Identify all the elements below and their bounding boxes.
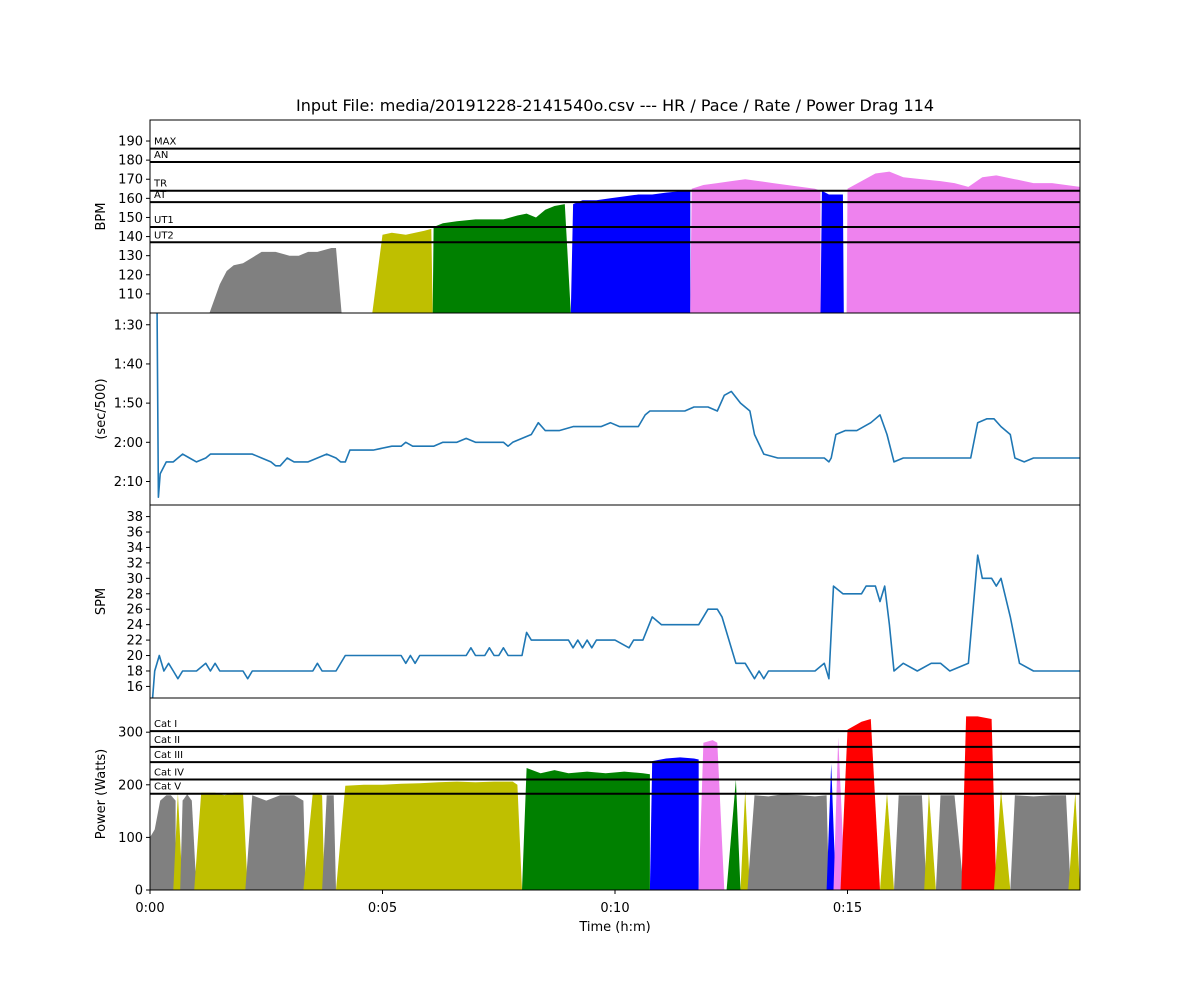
x-tick-label: 0:00 [135, 901, 164, 916]
panel-1: 1:30 1:40 1:50 2:00 2:10 (sec/500) [94, 312, 1081, 506]
reference-label: MAX [154, 137, 176, 148]
reference-label: AT [154, 190, 167, 201]
zone-area-0-0 [209, 248, 342, 313]
spm-series-line [151, 554, 1080, 698]
y-tick-label: 32 [126, 556, 143, 571]
zone-area-3-20 [935, 795, 964, 890]
y-axis-label: (sec/500) [94, 378, 109, 439]
x-tick-label: 0:15 [833, 901, 862, 916]
y-tick-label: 140 [118, 230, 143, 245]
y-tick-label: 26 [126, 603, 143, 618]
y-tick-label: 150 [118, 211, 143, 226]
reference-label: UT2 [154, 230, 174, 241]
y-tick-label: 100 [118, 831, 143, 846]
pace-series-line [156, 313, 1080, 499]
y-tick-label: 24 [126, 618, 143, 633]
y-tick-label: 300 [118, 726, 143, 741]
zone-area-3-6 [322, 795, 336, 890]
plot-area-3 [150, 716, 1080, 890]
zone-area-3-16 [840, 719, 880, 890]
zone-area-3-8 [522, 768, 650, 890]
x-tick-label: 0:05 [368, 901, 397, 916]
y-tick-label: 18 [126, 664, 143, 679]
zone-area-3-22 [994, 790, 1011, 890]
y-tick-label: 1:50 [114, 397, 143, 412]
panel-frame-1 [149, 312, 1081, 506]
x-tick-label: 0:10 [600, 901, 629, 916]
y-tick-label: 34 [126, 541, 143, 556]
zone-area-0-1 [372, 228, 433, 313]
zone-area-0-5 [820, 190, 844, 313]
y-tick-label: 20 [126, 649, 143, 664]
y-tick-label: 200 [118, 778, 143, 793]
y-tick-label: 38 [126, 510, 143, 525]
zone-area-3-18 [894, 795, 927, 890]
panel-frame-2 [149, 504, 1081, 699]
zone-area-3-17 [880, 792, 894, 890]
zone-area-3-3 [194, 792, 248, 890]
reference-label: UT1 [154, 215, 174, 226]
y-tick-label: 30 [126, 572, 143, 587]
reference-label: Cat III [154, 750, 183, 761]
zone-area-0-2 [432, 204, 571, 313]
reference-label: Cat II [154, 735, 180, 746]
y-tick-label: 28 [126, 587, 143, 602]
zone-area-3-23 [1010, 795, 1071, 890]
y-tick-label: 1:30 [114, 318, 143, 333]
zone-area-0-3 [570, 190, 691, 313]
plot-area-2 [151, 554, 1080, 698]
plot-area-1 [156, 313, 1080, 499]
reference-label: Cat I [154, 719, 177, 730]
zone-area-3-7 [336, 781, 522, 890]
zone-area-3-2 [180, 794, 197, 890]
y-axis-label: Power (Watts) [94, 749, 109, 840]
reference-label: Cat V [154, 782, 181, 793]
zone-area-0-4 [690, 179, 821, 313]
y-tick-label: 170 [118, 173, 143, 188]
zone-area-3-0 [150, 795, 176, 890]
y-tick-label: 120 [118, 268, 143, 283]
zone-area-3-4 [245, 795, 306, 890]
zone-area-3-10 [698, 740, 725, 890]
zone-area-3-14 [826, 763, 836, 890]
y-tick-label: 1:40 [114, 357, 143, 372]
zone-area-3-5 [303, 792, 325, 890]
zone-area-3-1 [173, 792, 183, 890]
chart-title: Input File: media/20191228-2141540o.csv … [296, 96, 934, 115]
panel-3: Cat I Cat II Cat III Cat IV Cat V 0 100 200 300 P… [94, 697, 1081, 935]
y-tick-label: 36 [126, 526, 143, 541]
y-tick-label: 2:10 [114, 475, 143, 490]
y-axis-label: BPM [94, 203, 109, 231]
y-tick-label: 110 [118, 287, 143, 302]
y-tick-label: 190 [118, 135, 143, 150]
reference-label: TR [153, 179, 167, 190]
y-tick-label: 180 [118, 154, 143, 169]
y-tick-label: 0 [135, 884, 143, 899]
y-tick-label: 16 [126, 680, 143, 695]
y-tick-label: 130 [118, 249, 143, 264]
zone-area-3-24 [1068, 792, 1080, 890]
y-axis-label: SPM [94, 588, 109, 615]
zone-area-3-9 [649, 757, 699, 890]
zone-area-3-21 [961, 716, 997, 890]
y-tick-label: 22 [126, 634, 143, 649]
reference-label: Cat IV [154, 768, 184, 779]
y-tick-label: 160 [118, 192, 143, 207]
y-tick-label: 2:00 [114, 436, 143, 451]
zone-area-3-13 [747, 794, 829, 890]
zone-area-3-19 [924, 792, 936, 890]
reference-label: AN [154, 150, 168, 161]
x-axis-label: Time (h:m) [578, 920, 650, 935]
zone-area-3-11 [726, 779, 741, 890]
zone-area-3-12 [740, 790, 750, 890]
